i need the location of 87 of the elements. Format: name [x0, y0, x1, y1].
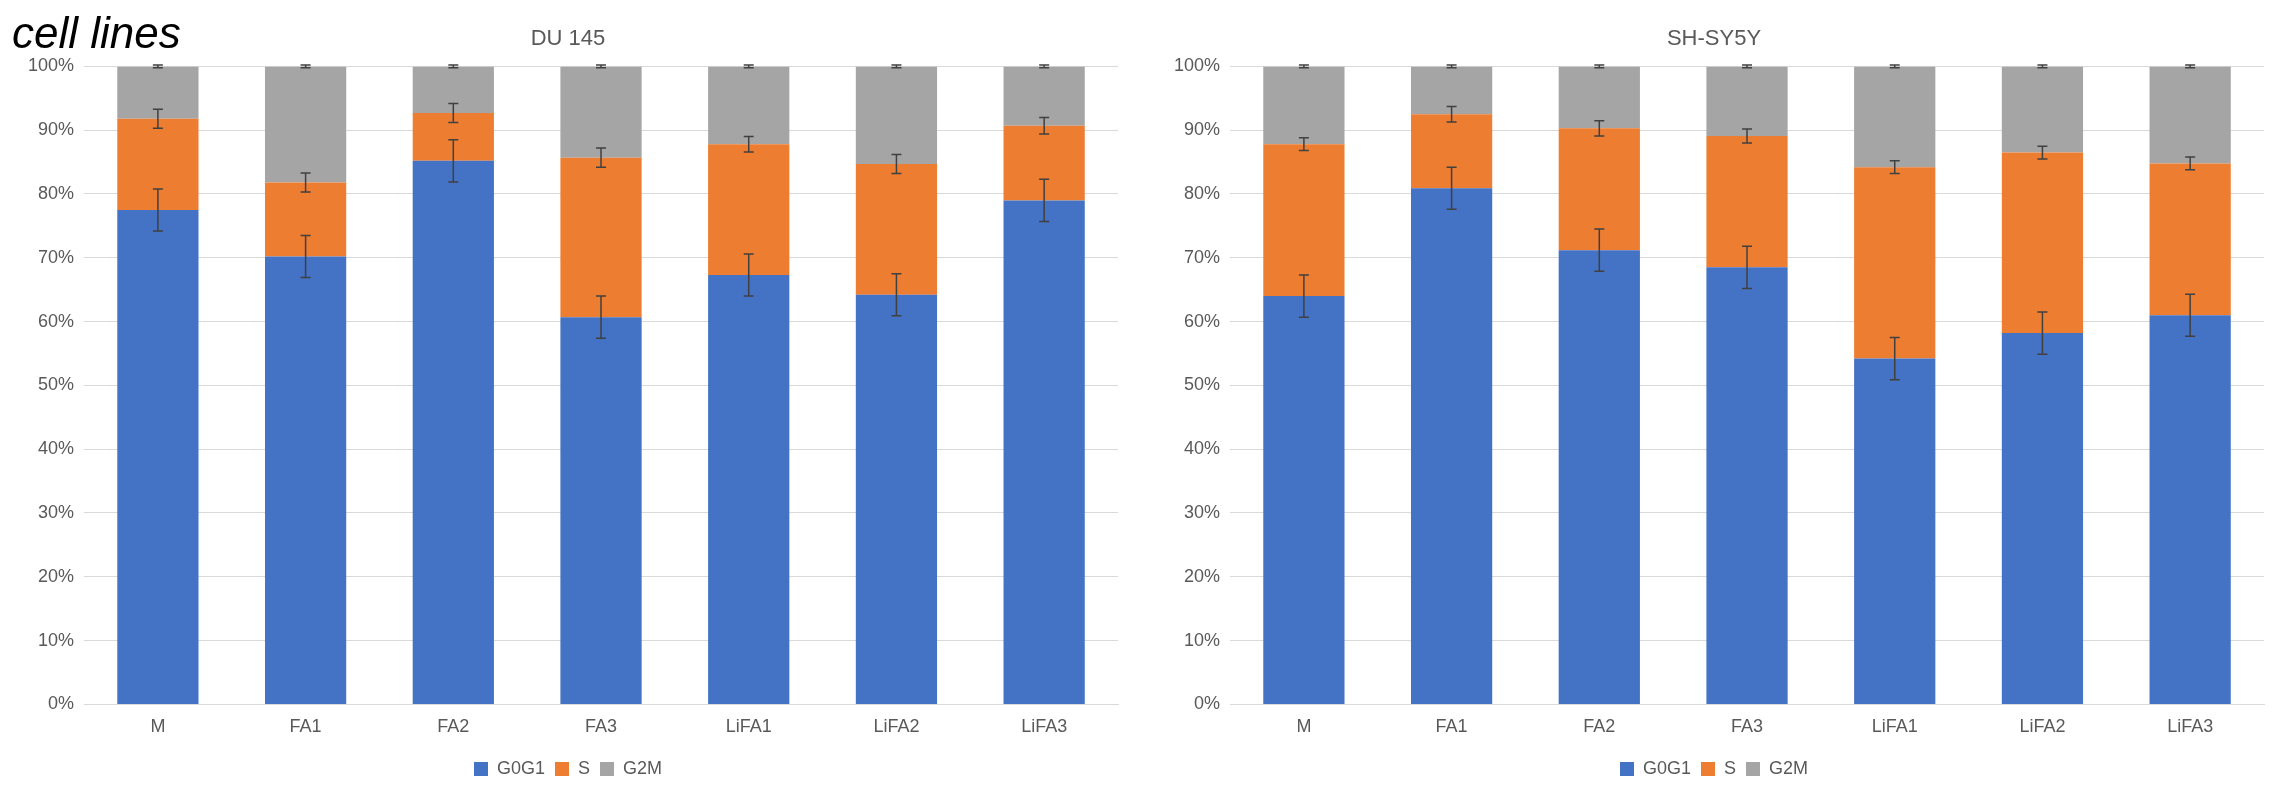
bar [117, 118, 199, 210]
y-tick-label: 40% [38, 438, 75, 459]
y-tick-label: 90% [38, 119, 75, 140]
bar [1263, 296, 1345, 704]
x-tick-label: LiFA1 [1871, 716, 1918, 737]
bar [1854, 66, 1936, 168]
bar [1558, 250, 1640, 704]
y-tick-label: 100% [1173, 55, 1221, 76]
chart-title: DU 145 [530, 25, 606, 51]
bar [117, 209, 199, 704]
legend-label: G2M [1769, 757, 1809, 778]
bar [1706, 267, 1788, 704]
y-tick-label: 50% [1184, 374, 1221, 395]
bar [708, 66, 790, 145]
bar [1706, 135, 1788, 268]
bar [412, 66, 494, 113]
bar [560, 157, 642, 318]
x-tick-label: LiFA1 [725, 716, 772, 737]
chart-title: SH-SY5Y [1666, 25, 1762, 51]
x-tick-label: FA2 [437, 716, 470, 737]
y-tick-label: 90% [1184, 119, 1221, 140]
y-tick-label: 20% [1184, 565, 1221, 586]
x-tick-label: LiFA2 [2019, 716, 2066, 737]
x-tick-label: FA3 [1731, 716, 1764, 737]
bar [1558, 66, 1640, 129]
bar [2149, 66, 2231, 164]
y-tick-label: 10% [38, 629, 75, 650]
bar [1003, 125, 1085, 201]
y-tick-label: 60% [38, 310, 75, 331]
bar [560, 66, 642, 158]
y-tick-label: 70% [38, 246, 75, 267]
bar [1410, 114, 1493, 189]
y-tick-label: 60% [1184, 310, 1221, 331]
bar [708, 275, 790, 704]
legend-label: G0G1 [496, 757, 546, 778]
x-tick-label: M [150, 716, 166, 737]
bar [1854, 167, 1936, 359]
y-tick-label: 30% [38, 501, 75, 522]
y-tick-label: 10% [1184, 629, 1221, 650]
bar [264, 256, 347, 704]
x-tick-label: FA2 [1583, 716, 1616, 737]
y-tick-label: 40% [1184, 438, 1221, 459]
bar [1263, 144, 1345, 297]
bar [1410, 66, 1493, 115]
bar [264, 66, 347, 183]
y-tick-label: 20% [38, 565, 75, 586]
bar [2001, 333, 2084, 704]
bar [412, 112, 494, 161]
x-tick-label: FA3 [585, 716, 618, 737]
legend-label: G2M [623, 757, 663, 778]
bar [2001, 152, 2084, 334]
bar [1410, 188, 1493, 704]
y-tick-label: 70% [1184, 246, 1221, 267]
bar [1003, 66, 1085, 126]
bar [117, 66, 199, 119]
bar [2149, 315, 2231, 704]
y-tick-label: 50% [38, 374, 75, 395]
x-tick-label: FA1 [289, 716, 322, 737]
legend-label: S [578, 757, 591, 778]
bar [1003, 200, 1085, 704]
legend-label: G0G1 [1642, 757, 1692, 778]
y-tick-label: 0% [1194, 693, 1221, 714]
y-tick-label: 100% [27, 55, 75, 76]
text: cell lines [12, 8, 181, 58]
x-tick-label: LiFA3 [2167, 716, 2214, 737]
bar [412, 160, 494, 704]
bar [1854, 358, 1936, 704]
x-tick-label: M [1296, 716, 1312, 737]
y-tick-label: 30% [1184, 501, 1221, 522]
bar [855, 66, 938, 165]
bar [1263, 66, 1345, 145]
y-tick-label: 80% [1184, 182, 1221, 203]
bar [264, 182, 347, 257]
x-tick-label: FA1 [1435, 716, 1468, 737]
bar [708, 144, 790, 276]
x-tick-label: LiFA3 [1021, 716, 1068, 737]
bar [1558, 128, 1640, 251]
y-tick-label: 0% [48, 693, 75, 714]
bar [2001, 66, 2084, 153]
bar [855, 294, 938, 704]
bar [855, 164, 938, 295]
legend-label: S [1724, 757, 1737, 778]
bar [1706, 66, 1788, 136]
bar [560, 317, 642, 704]
x-tick-label: LiFA2 [873, 716, 920, 737]
y-tick-label: 80% [38, 182, 75, 203]
bar [2149, 163, 2231, 316]
